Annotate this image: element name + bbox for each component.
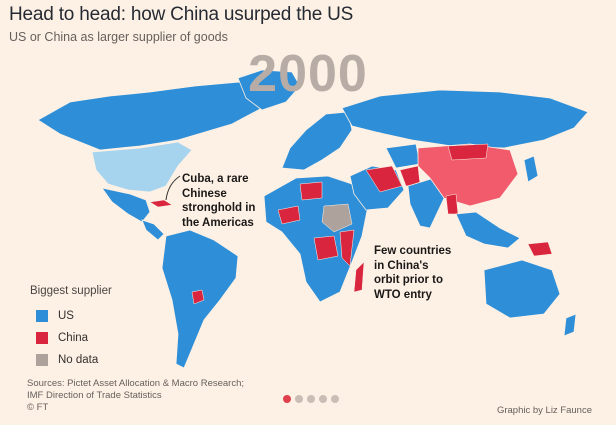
- country-cuba: [149, 199, 173, 208]
- year-label: 2000: [248, 45, 368, 103]
- annotation-cuba: Cuba, a rare Chinese stronghold in the A…: [182, 172, 255, 230]
- country-papua-new-guinea: [527, 241, 553, 257]
- annotation-cuba-line-3: stronghold in: [182, 202, 256, 214]
- pagination-dot-3[interactable]: [307, 395, 315, 403]
- country-mongolia-korea: [447, 143, 489, 161]
- copyright: © FT: [27, 402, 49, 413]
- legend-item-china: China: [30, 327, 112, 349]
- region-europe: [281, 111, 353, 171]
- legend-item-no-data: No data: [30, 349, 112, 371]
- country-sudan: [321, 203, 353, 233]
- annotation-china-orbit: Few countries in China's orbit prior to …: [374, 244, 451, 302]
- pagination-dot-1[interactable]: [283, 395, 291, 403]
- legend-swatch-china: [36, 332, 48, 344]
- annotation-orbit-line-1: Few countries: [374, 245, 452, 257]
- region-greenland: [237, 69, 301, 111]
- country-japan: [523, 155, 539, 183]
- region-canada-alaska: [37, 81, 276, 151]
- annotation-cuba-line-2: Chinese: [182, 187, 227, 200]
- chart-title: Head to head: how China usurped the US: [9, 4, 354, 25]
- annotation-cuba-line-4: the Americas: [182, 216, 254, 229]
- region-central-america: [141, 219, 165, 241]
- chart-subtitle: US or China as larger supplier of goods: [9, 30, 228, 44]
- legend-swatch-no-data: [36, 354, 48, 366]
- country-central-asia: [385, 143, 421, 169]
- legend-label-china: China: [58, 332, 89, 344]
- legend-swatch-us: [36, 310, 48, 322]
- country-australia: [483, 259, 561, 319]
- sources: Sources: Pictet Asset Allocation & Macro…: [27, 378, 244, 414]
- sources-line-2: IMF Direction of Trade Statistics: [27, 390, 162, 401]
- legend-item-us: US: [30, 305, 112, 327]
- sources-line-1: Sources: Pictet Asset Allocation & Macro…: [27, 378, 245, 389]
- legend-title: Biggest supplier: [30, 285, 112, 297]
- annotation-orbit-line-2: in China's: [374, 259, 429, 272]
- cuba-leader-line: [165, 175, 181, 201]
- graphic-credit: Graphic by Liz Faunce: [496, 405, 592, 416]
- country-drc-region: [313, 235, 339, 261]
- country-myanmar: [445, 193, 459, 215]
- annotation-orbit-line-4: WTO entry: [374, 288, 432, 301]
- pagination-dot-2[interactable]: [295, 395, 303, 403]
- country-usa: [91, 141, 193, 193]
- country-new-zealand: [563, 313, 577, 337]
- region-russia: [341, 89, 589, 149]
- country-iran-region: [365, 165, 403, 193]
- country-paraguay: [191, 289, 205, 305]
- country-libya: [299, 181, 323, 201]
- country-mexico: [101, 187, 151, 223]
- legend-label-no-data: No data: [58, 354, 99, 366]
- pagination-dots: [283, 395, 339, 403]
- country-west-africa-china: [277, 205, 301, 225]
- country-madagascar: [353, 261, 365, 293]
- legend-label-us: US: [58, 310, 74, 322]
- pagination-dot-4[interactable]: [319, 395, 327, 403]
- country-china: [417, 143, 519, 207]
- legend: Biggest supplier US China No data: [30, 285, 112, 371]
- country-east-africa-china: [339, 229, 355, 267]
- annotation-orbit-line-3: orbit prior to: [374, 274, 443, 286]
- annotation-cuba-line-1: Cuba, a rare: [182, 173, 249, 185]
- pagination-dot-5[interactable]: [331, 395, 339, 403]
- region-southeast-asia: [455, 211, 521, 249]
